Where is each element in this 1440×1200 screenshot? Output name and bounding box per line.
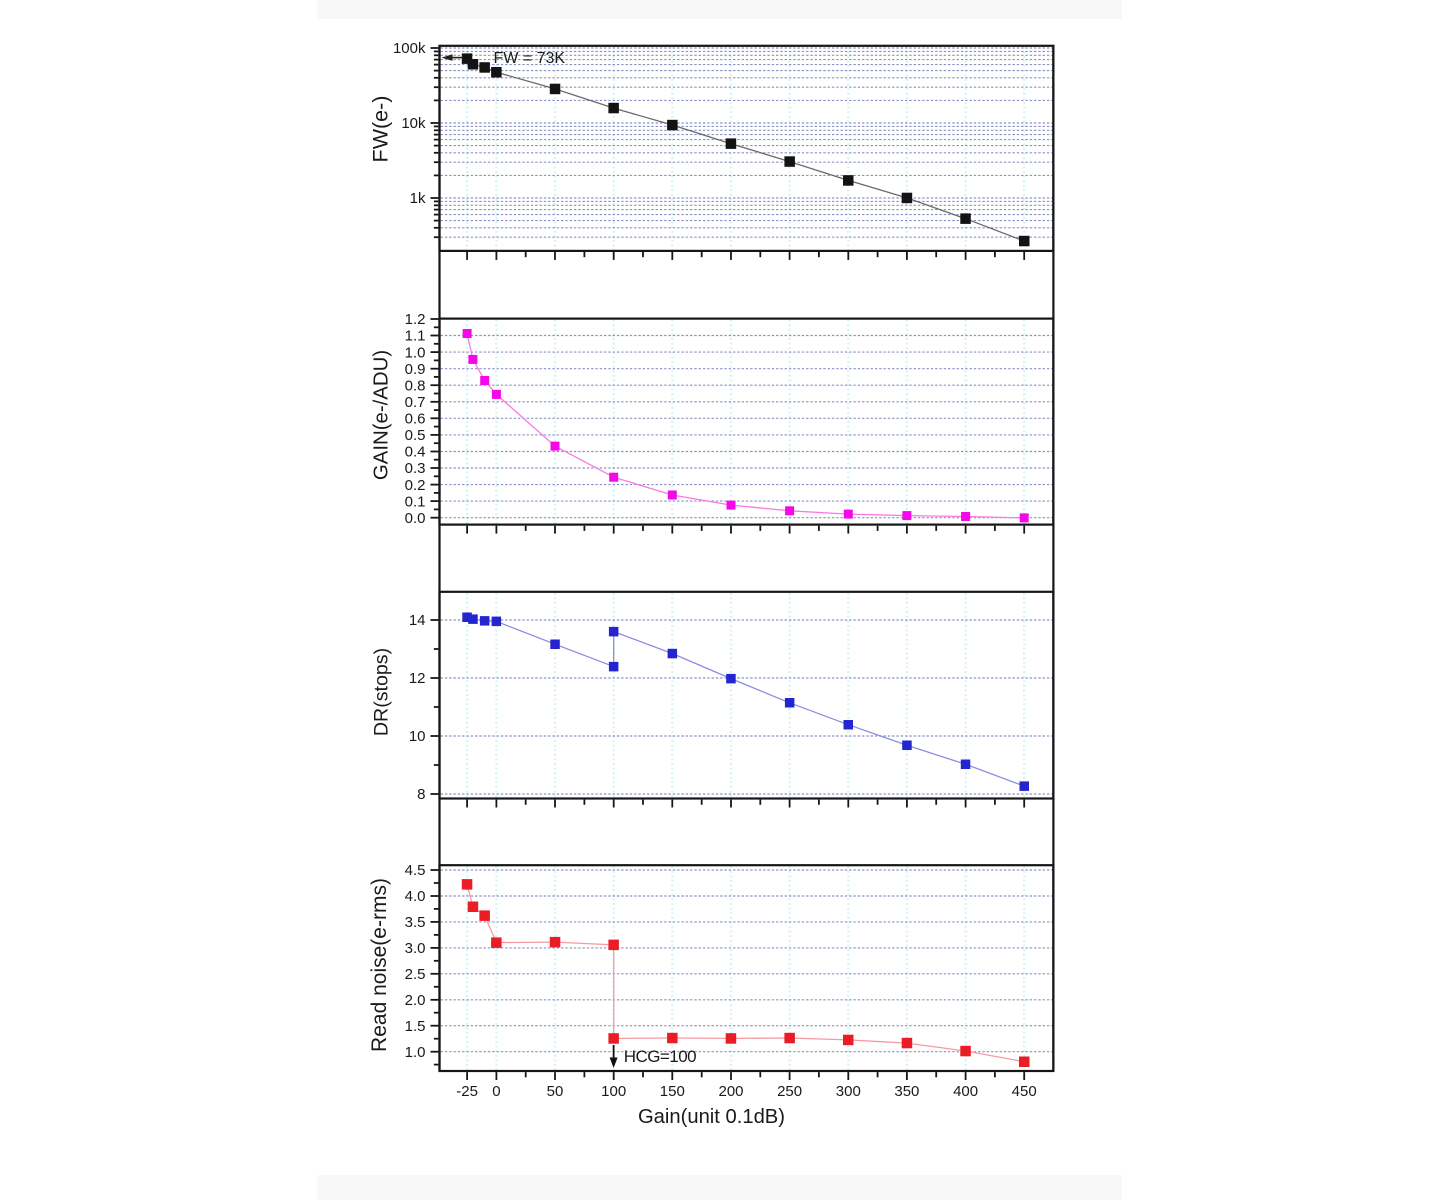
svg-text:50: 50 <box>547 1083 564 1100</box>
svg-text:-25: -25 <box>456 1083 478 1100</box>
svg-text:FW(e-): FW(e-) <box>369 96 393 163</box>
svg-text:3.0: 3.0 <box>405 940 426 957</box>
svg-text:3.5: 3.5 <box>405 914 426 931</box>
svg-text:12: 12 <box>409 670 426 687</box>
svg-text:100: 100 <box>601 1083 626 1100</box>
svg-text:100k: 100k <box>393 40 426 57</box>
svg-text:14: 14 <box>409 612 426 629</box>
svg-text:450: 450 <box>1012 1083 1037 1100</box>
svg-text:0: 0 <box>492 1083 500 1100</box>
svg-text:150: 150 <box>660 1083 685 1100</box>
svg-text:4.5: 4.5 <box>405 862 426 879</box>
svg-text:0.7: 0.7 <box>405 394 426 411</box>
svg-text:0.1: 0.1 <box>405 493 426 510</box>
svg-text:1.0: 1.0 <box>405 1044 426 1061</box>
svg-text:0.6: 0.6 <box>405 411 426 428</box>
svg-text:400: 400 <box>953 1083 978 1100</box>
svg-text:0.9: 0.9 <box>405 361 426 378</box>
svg-text:4.0: 4.0 <box>405 888 426 905</box>
svg-text:250: 250 <box>777 1083 802 1100</box>
svg-text:0.4: 0.4 <box>405 444 426 461</box>
svg-text:10k: 10k <box>401 115 426 132</box>
svg-text:DR(stops): DR(stops) <box>370 648 392 736</box>
svg-text:8: 8 <box>417 786 425 803</box>
svg-text:0.5: 0.5 <box>405 427 426 444</box>
svg-text:10: 10 <box>409 728 426 745</box>
svg-text:Gain(unit 0.1dB): Gain(unit 0.1dB) <box>638 1106 785 1128</box>
svg-text:HCG=100: HCG=100 <box>624 1047 696 1066</box>
svg-text:350: 350 <box>894 1083 919 1100</box>
svg-text:2.5: 2.5 <box>405 966 426 983</box>
svg-text:0.2: 0.2 <box>405 477 426 494</box>
svg-text:1.5: 1.5 <box>405 1018 426 1035</box>
svg-text:2.0: 2.0 <box>405 992 426 1009</box>
svg-text:200: 200 <box>718 1083 743 1100</box>
svg-text:1.2: 1.2 <box>405 311 426 328</box>
svg-text:0.8: 0.8 <box>405 377 426 394</box>
svg-text:Read noise(e-rms): Read noise(e-rms) <box>368 878 391 1052</box>
svg-text:GAIN(e-/ADU): GAIN(e-/ADU) <box>371 350 393 480</box>
svg-text:1k: 1k <box>410 190 426 207</box>
svg-text:1.0: 1.0 <box>405 344 426 361</box>
svg-text:0.0: 0.0 <box>405 510 426 527</box>
svg-text:300: 300 <box>836 1083 861 1100</box>
svg-text:0.3: 0.3 <box>405 460 426 477</box>
svg-text:1.1: 1.1 <box>405 328 426 345</box>
svg-text:FW = 73K: FW = 73K <box>494 50 566 67</box>
